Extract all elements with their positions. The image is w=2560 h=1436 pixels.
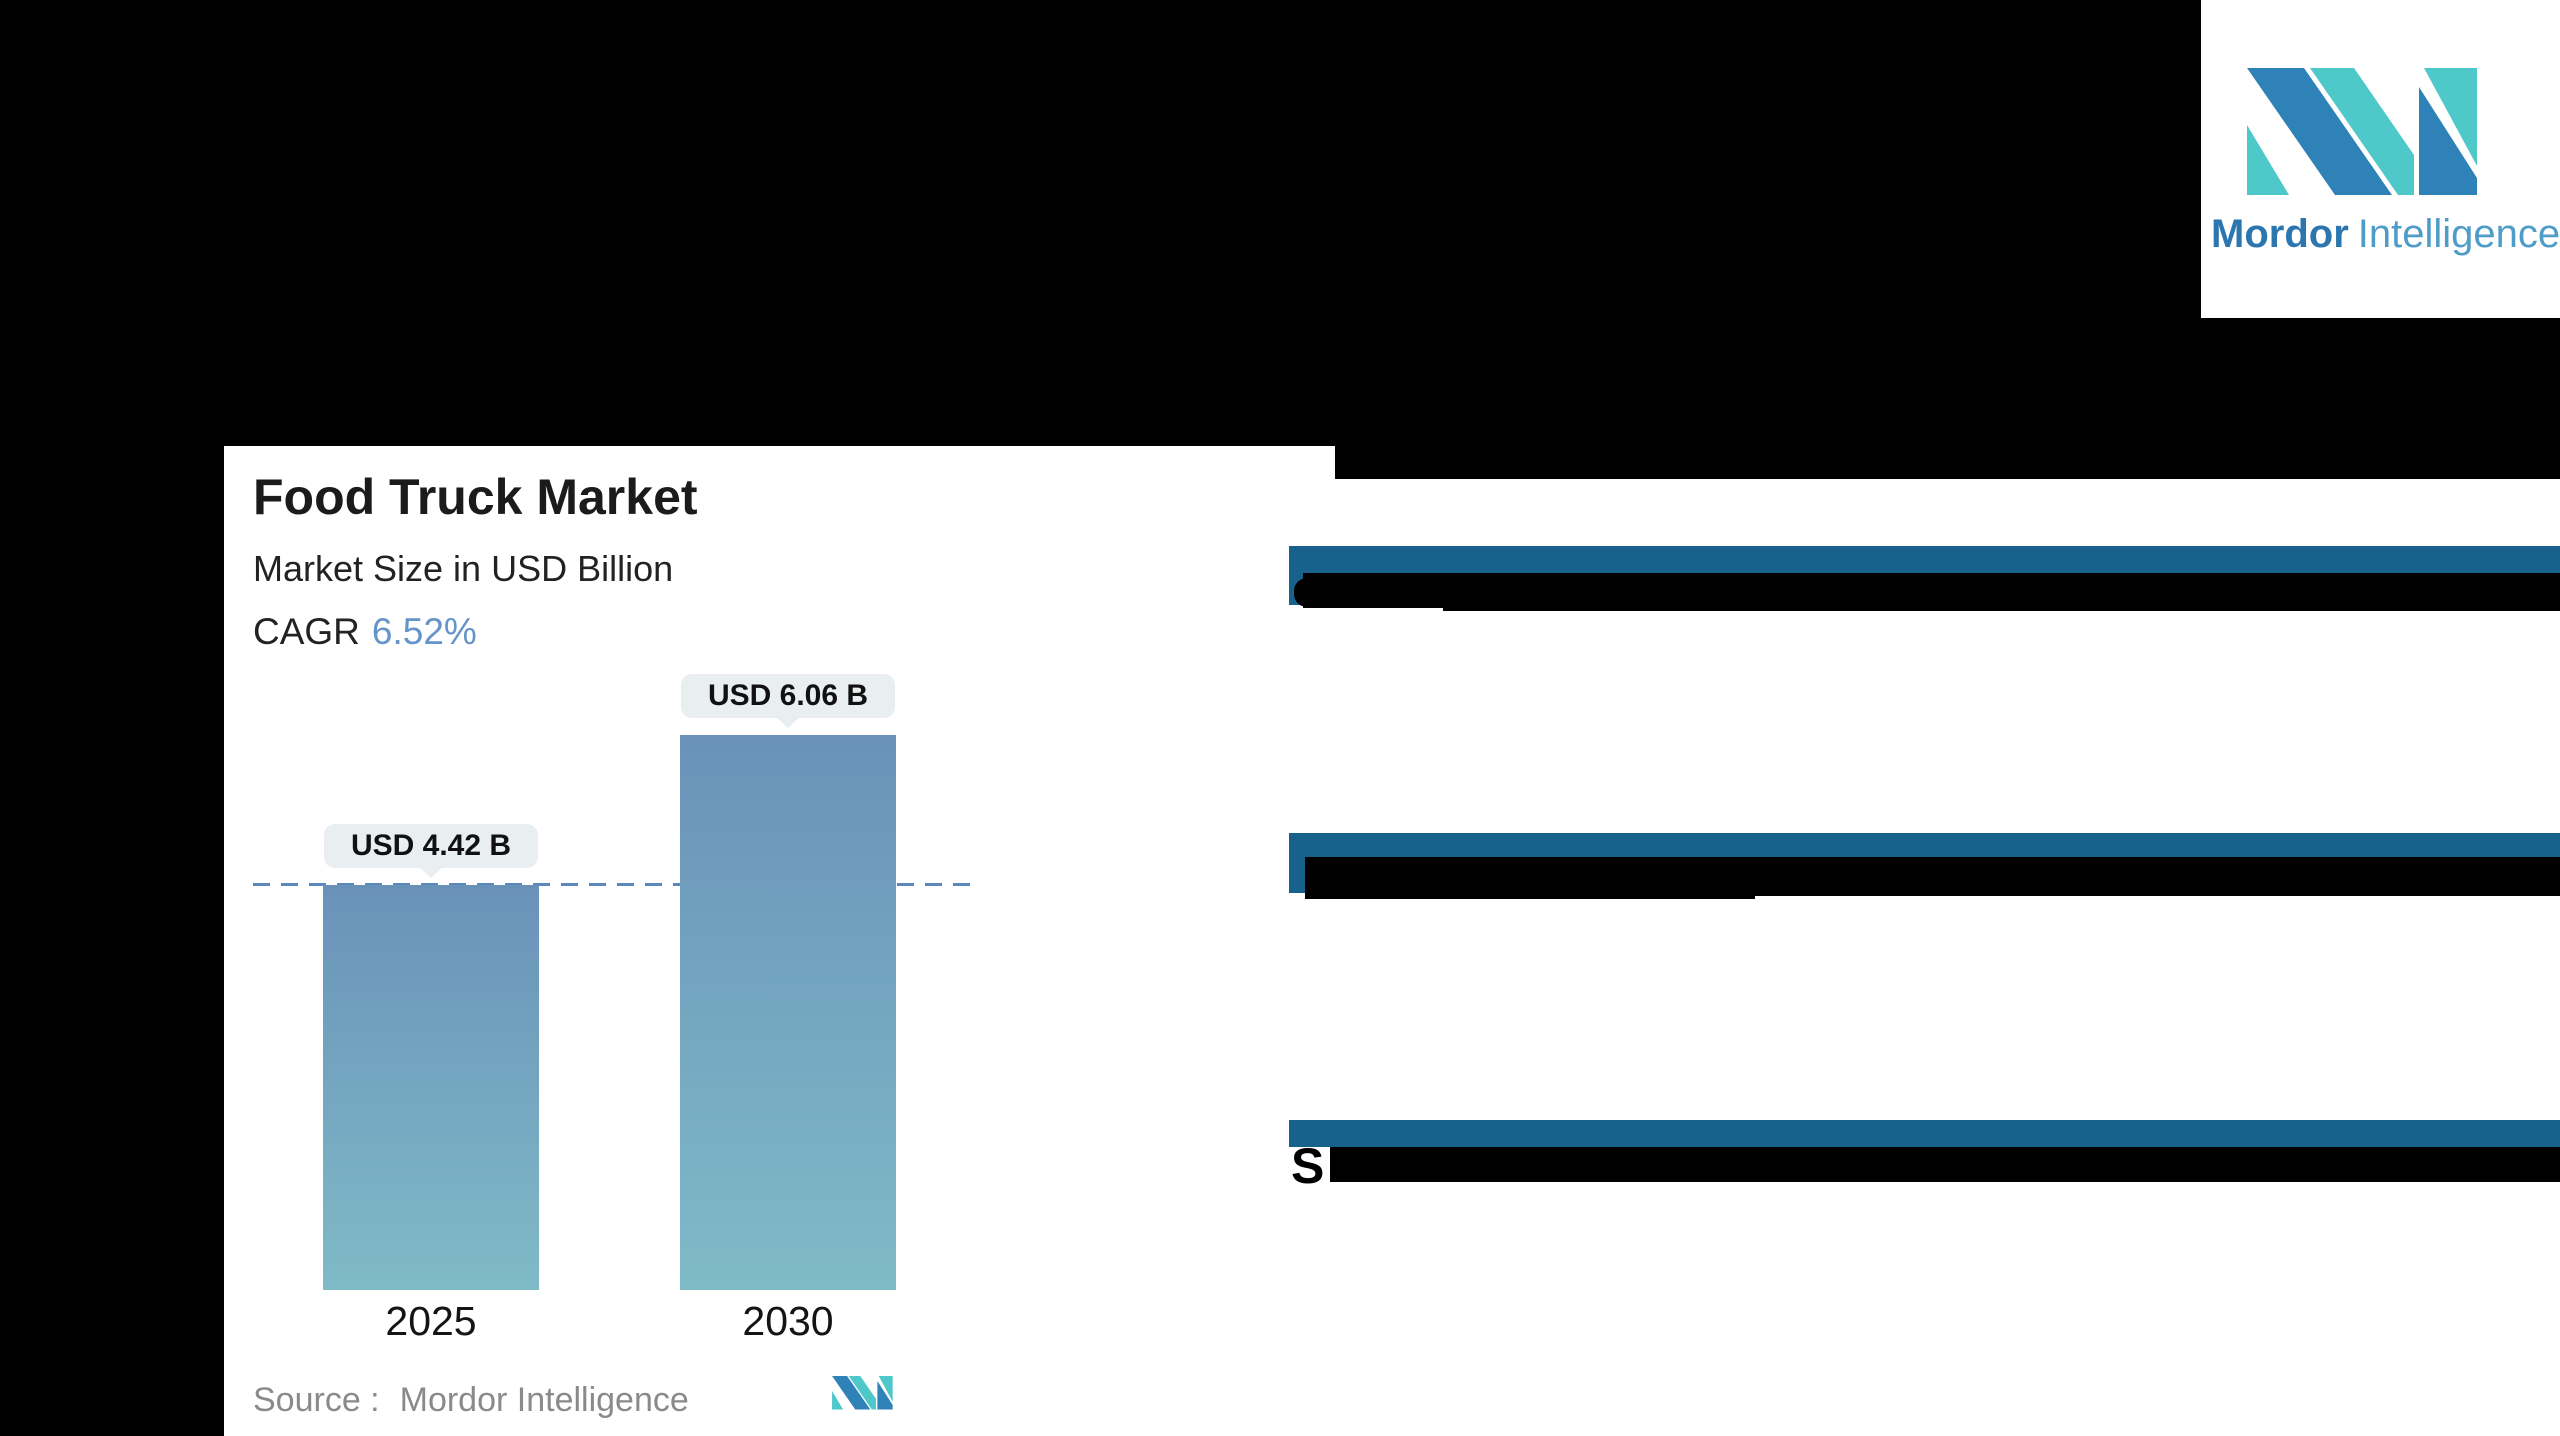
redacted-letter-fragment-1 [1294, 578, 1307, 607]
chart-title: Food Truck Market [253, 469, 698, 525]
reference-dashed-line [253, 883, 971, 887]
bar-2030 [680, 735, 896, 1290]
cagr-label: CAGR [253, 611, 360, 652]
redacted-letter-fragment-3: S [1291, 1138, 1325, 1194]
bubble-pointer-icon [774, 716, 801, 728]
redacted-text-block-1 [1303, 573, 2560, 611]
cagr-line: CAGR 6.52% [253, 611, 477, 653]
bar-2025 [323, 885, 539, 1290]
source-line: Source : Mordor Intelligence [253, 1381, 689, 1420]
section-header-bar-3 [1289, 1120, 2560, 1147]
redacted-text-block-3 [1330, 1147, 2560, 1182]
chart-panel-top [224, 446, 1335, 480]
bubble-pointer-icon [417, 866, 444, 878]
source-value: Mordor Intelligence [399, 1381, 689, 1419]
chart-subtitle: Market Size in USD Billion [253, 548, 674, 589]
cagr-value: 6.52% [371, 611, 477, 652]
content-background [224, 479, 2560, 1436]
x-axis-label-2025: 2025 [385, 1298, 477, 1344]
brand-wordmark: Mordor Intelligence [2211, 212, 2560, 257]
x-axis-label-2030: 2030 [742, 1298, 834, 1344]
source-label: Source : [253, 1381, 380, 1419]
brand-name-bold: Mordor [2211, 212, 2349, 256]
value-label-bubble-2025: USD 4.42 B [324, 825, 538, 878]
value-label-bubble-2030: USD 6.06 B [681, 675, 895, 728]
mordor-intelligence-mini-logo-icon [832, 1376, 893, 1410]
brand-logo-card: Mordor Intelligence [2201, 0, 2560, 318]
brand-name-regular: Intelligence [2357, 212, 2560, 256]
redacted-text-block-2 [1305, 857, 2560, 899]
mordor-intelligence-logo-icon [2247, 68, 2477, 195]
